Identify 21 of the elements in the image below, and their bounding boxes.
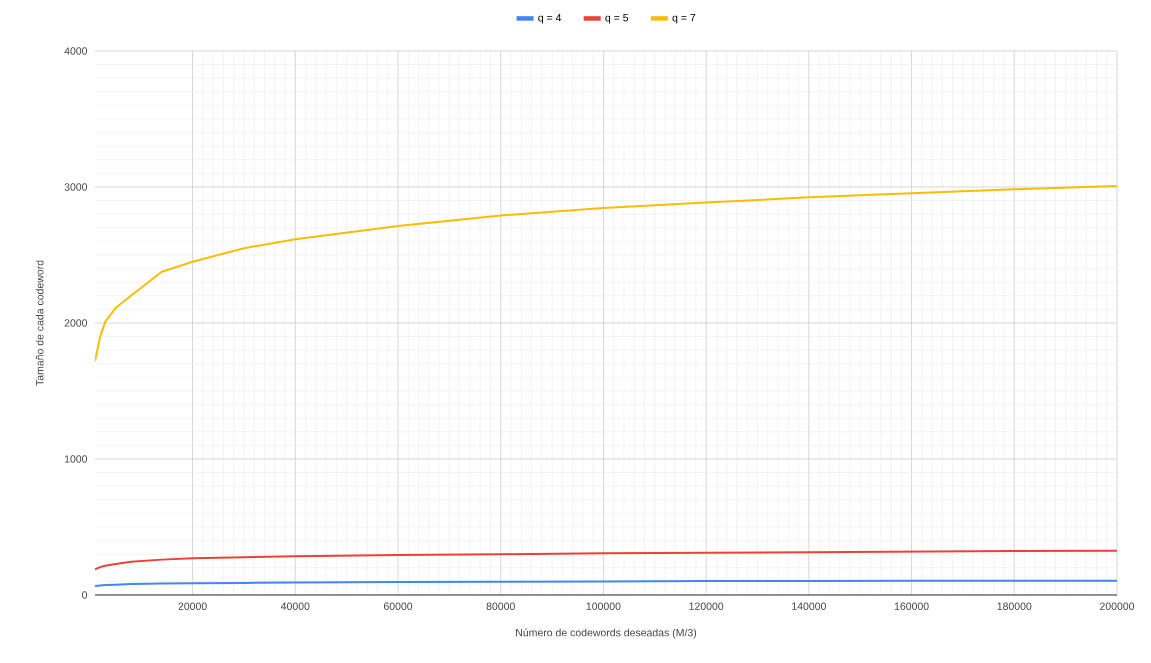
y-axis-title: Tamaño de cada codeword — [35, 260, 44, 386]
y-tick-label: 4000 — [64, 47, 88, 55]
x-tick-label: 120000 — [689, 602, 724, 610]
legend-label: q = 7 — [672, 14, 696, 24]
x-tick-label: 60000 — [383, 602, 413, 610]
x-tick-label: 100000 — [586, 602, 621, 610]
x-tick-label: 80000 — [486, 602, 515, 610]
y-tick-label: 3000 — [64, 183, 88, 191]
x-tick-label: 160000 — [894, 602, 929, 610]
x-axis-title: Número de codewords deseadas (M/3) — [516, 628, 697, 639]
y-tick-label: 0 — [82, 591, 88, 599]
y-tick-label: 2000 — [64, 319, 88, 327]
x-tick-label: 140000 — [792, 602, 826, 610]
legend-label: q = 5 — [605, 14, 629, 24]
x-tick-label: 200000 — [1100, 602, 1135, 610]
legend-label: q = 4 — [538, 14, 562, 24]
x-tick-label: 40000 — [280, 602, 310, 610]
y-tick-label: 1000 — [64, 455, 88, 463]
line-series — [95, 185, 1117, 363]
x-tick-label: 180000 — [997, 602, 1032, 610]
x-tick-label: 20000 — [178, 602, 207, 610]
